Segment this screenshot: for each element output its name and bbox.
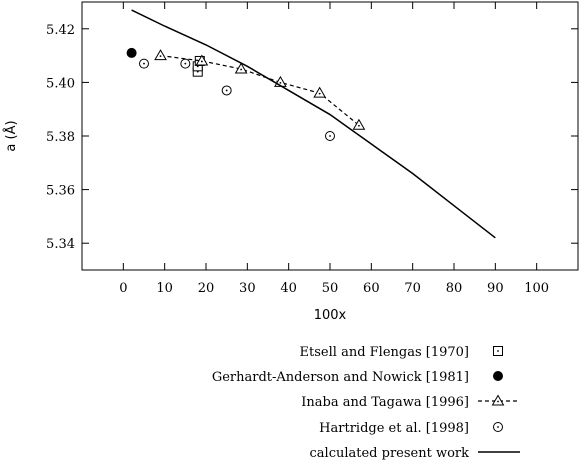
series-calculated-present-work bbox=[131, 9, 496, 239]
data-point bbox=[154, 49, 167, 61]
x-axis-ticks: 0 10 20 30 40 50 60 70 80 90 100 bbox=[119, 2, 549, 296]
legend-label: Etsell and Flengas [1970] bbox=[300, 345, 469, 360]
x-tick-label: 10 bbox=[156, 281, 173, 296]
x-tick-label: 70 bbox=[404, 281, 421, 296]
y-tick-label: 5.34 bbox=[46, 237, 75, 252]
x-tick-label: 0 bbox=[119, 281, 127, 296]
legend-marker bbox=[491, 394, 505, 406]
legend-marker bbox=[493, 422, 503, 432]
legend-item: calculated present work bbox=[310, 446, 520, 460]
data-point bbox=[126, 47, 137, 58]
data-point bbox=[180, 58, 191, 69]
legend-item: Etsell and Flengas [1970] bbox=[300, 345, 503, 360]
x-tick-label: 30 bbox=[239, 281, 256, 296]
legend-item: Hartridge et al. [1998] bbox=[319, 421, 503, 436]
legend-label: Gerhardt-Anderson and Nowick [1981] bbox=[212, 370, 469, 385]
legend-label: Hartridge et al. [1998] bbox=[319, 421, 469, 436]
legend-label: Inaba and Tagawa [1996] bbox=[301, 395, 469, 410]
x-tick-label: 20 bbox=[198, 281, 215, 296]
data-point bbox=[325, 131, 335, 141]
x-tick-label: 80 bbox=[446, 281, 463, 296]
series-hartridge-et-al-1998 bbox=[139, 58, 335, 141]
y-tick-label: 5.38 bbox=[46, 130, 75, 145]
legend-item: Inaba and Tagawa [1996] bbox=[301, 394, 520, 410]
x-axis-title: 100x bbox=[314, 308, 347, 323]
data-point bbox=[313, 86, 327, 98]
x-tick-label: 90 bbox=[487, 281, 504, 296]
data-point bbox=[139, 58, 149, 69]
series-line bbox=[131, 9, 496, 239]
legend: Etsell and Flengas [1970] Gerhardt-Anders… bbox=[212, 345, 520, 460]
series-layer bbox=[126, 9, 496, 239]
legend-marker bbox=[493, 346, 503, 356]
series-gerhardt-anderson-and-nowick-1981 bbox=[126, 47, 137, 58]
series-inaba-and-tagawa-1996 bbox=[154, 49, 366, 130]
legend-item: Gerhardt-Anderson and Nowick [1981] bbox=[212, 370, 503, 385]
data-point bbox=[234, 62, 248, 74]
x-tick-label: 40 bbox=[280, 281, 297, 296]
y-axis-ticks: 5.34 5.36 5.38 5.40 5.42 bbox=[46, 23, 578, 252]
y-tick-label: 5.40 bbox=[46, 76, 75, 91]
y-tick-label: 5.42 bbox=[46, 23, 75, 38]
x-tick-label: 60 bbox=[363, 281, 380, 296]
legend-marker bbox=[493, 371, 503, 381]
x-tick-label: 50 bbox=[322, 281, 339, 296]
y-tick-label: 5.36 bbox=[46, 184, 75, 199]
data-point bbox=[221, 85, 232, 96]
data-point bbox=[352, 118, 366, 130]
x-tick-label: 100 bbox=[524, 281, 549, 296]
legend-label: calculated present work bbox=[310, 446, 470, 460]
y-axis-title: a (Å) bbox=[3, 120, 19, 151]
data-point bbox=[195, 54, 209, 66]
